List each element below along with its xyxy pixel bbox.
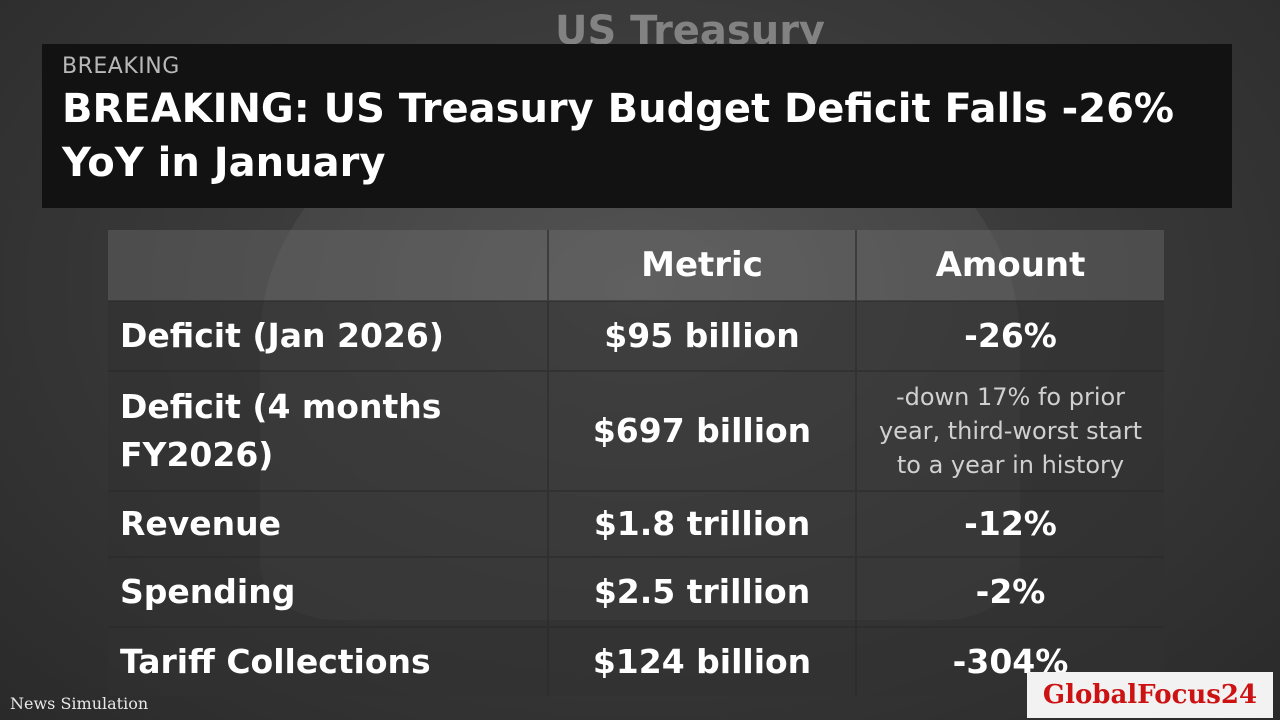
row-metric: $2.5 trillion bbox=[548, 556, 857, 627]
headline-banner: BREAKING BREAKING: US Treasury Budget De… bbox=[42, 44, 1232, 208]
row-metric: $697 billion bbox=[548, 370, 857, 491]
row-label: Deficit (Jan 2026) bbox=[108, 300, 549, 371]
row-amount-note: -down 17% fo prior year, third-worst sta… bbox=[856, 370, 1164, 491]
row-amount: -12% bbox=[856, 490, 1164, 557]
table-row: Deficit (Jan 2026) $95 billion -26% bbox=[108, 300, 1164, 371]
row-metric: $124 billion bbox=[548, 626, 857, 696]
column-header-label bbox=[108, 230, 549, 301]
row-amount: -2% bbox=[856, 556, 1164, 627]
table-header-row: Metric Amount bbox=[108, 230, 1164, 301]
column-header-metric: Metric bbox=[548, 230, 857, 301]
row-label: Deficit (4 months FY2026) bbox=[108, 370, 549, 491]
table-row: Deficit (4 months FY2026) $697 billion -… bbox=[108, 370, 1164, 491]
row-label: Tariff Collections bbox=[108, 626, 549, 696]
column-header-amount: Amount bbox=[856, 230, 1164, 301]
breaking-kicker: BREAKING bbox=[62, 54, 180, 79]
row-label: Spending bbox=[108, 556, 549, 627]
table-row: Revenue $1.8 trillion -12% bbox=[108, 490, 1164, 557]
table-row: Tariff Collections $124 billion -304% bbox=[108, 626, 1164, 696]
table-row: Spending $2.5 trillion -2% bbox=[108, 556, 1164, 627]
headline-title: BREAKING: US Treasury Budget Deficit Fal… bbox=[62, 86, 1174, 186]
row-amount: -26% bbox=[856, 300, 1164, 371]
row-label: Revenue bbox=[108, 490, 549, 557]
news-simulation-watermark: News Simulation bbox=[10, 694, 149, 713]
row-metric: $95 billion bbox=[548, 300, 857, 371]
deficit-table: Metric Amount Deficit (Jan 2026) $95 bil… bbox=[108, 230, 1164, 696]
brand-logo: GlobalFocus24 bbox=[1027, 672, 1273, 718]
row-metric: $1.8 trillion bbox=[548, 490, 857, 557]
